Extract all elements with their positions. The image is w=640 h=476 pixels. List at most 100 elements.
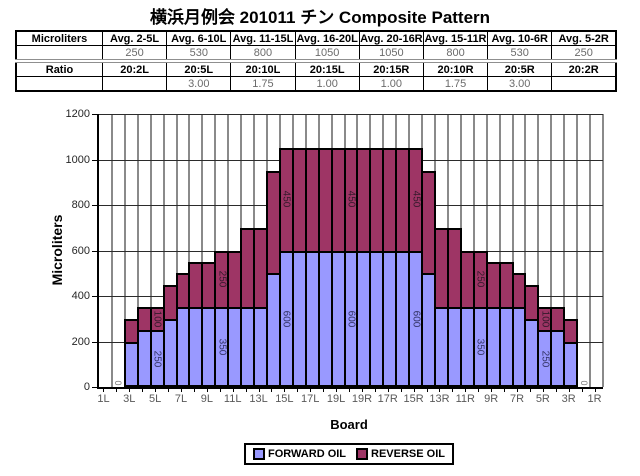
table-cell: 800 — [422, 45, 489, 63]
x-axis-tick — [581, 389, 583, 392]
x-axis-tick — [310, 389, 312, 392]
y-axis-tick — [92, 114, 97, 115]
table-row: 3.00 1.75 1.00 1.00 1.75 3.00 — [15, 76, 617, 92]
y-axis-tick — [92, 205, 97, 206]
table-row: 250 530 800 1050 1050 800 530 250 — [15, 45, 617, 63]
table-cell: Avg. 5-2R — [551, 30, 617, 46]
legend-item-reverse-oil: REVERSE OIL — [356, 448, 445, 460]
x-axis-tick-label: 13R — [429, 393, 450, 405]
table-cell: Avg. 15-11R — [422, 30, 489, 46]
table-cell: 20:10R — [422, 60, 489, 77]
x-axis-tick — [594, 389, 596, 392]
bar-value-label-zero: 0 — [578, 380, 589, 386]
x-axis-tick — [284, 389, 286, 392]
table-cell: Microliters — [15, 30, 103, 46]
x-axis-tick-label: 15L — [275, 393, 294, 405]
table-row: Ratio 20:2L 20:5L 20:10L 20:15L 20:15R 20:10R 2… — [15, 60, 617, 77]
table-cell: 1.00 — [294, 76, 360, 92]
table-cell: Avg. 6-10L — [166, 30, 232, 46]
x-axis-tick — [542, 389, 544, 392]
x-axis-tick — [568, 389, 570, 392]
table-cell: 3.00 — [166, 76, 232, 92]
x-axis-tick — [219, 389, 221, 392]
x-axis-tick — [155, 389, 157, 392]
bar-value-label-forward: 600 — [410, 310, 422, 328]
table-cell: 20:15L — [294, 60, 360, 77]
chart-legend: FORWARD OIL REVERSE OIL — [244, 443, 454, 465]
bar-value-label-reverse: 100 — [151, 310, 163, 328]
table-cell: 1.75 — [422, 76, 489, 92]
x-axis-tick-label: 13L — [249, 393, 268, 405]
table-cell: 20:5R — [487, 60, 553, 77]
x-axis-tick — [452, 389, 454, 392]
x-axis-tick — [258, 389, 260, 392]
legend-label-reverse-oil: REVERSE OIL — [371, 448, 445, 460]
x-axis-tick-label: 7L — [174, 393, 188, 405]
x-axis-tick-label: 3R — [561, 393, 576, 405]
x-axis-tick — [193, 389, 195, 392]
x-axis-tick — [103, 389, 105, 392]
y-axis-tick — [92, 159, 97, 161]
x-axis-tick-label: 19R — [351, 393, 373, 405]
page-title: 横浜月例会 201011 チン Composite Pattern — [149, 8, 491, 27]
x-axis-tick — [413, 389, 415, 392]
bar-segment-forward-oil — [563, 341, 579, 387]
x-axis-tick-label: 11L — [223, 393, 242, 405]
bar-value-label-reverse: 100 — [539, 310, 551, 328]
x-axis-tick — [271, 389, 273, 392]
bar-value-label-zero: 0 — [113, 380, 124, 386]
x-axis-tick-label: 11R — [455, 393, 475, 405]
y-axis-tick — [92, 387, 97, 388]
bar-value-label-forward: 600 — [345, 310, 357, 328]
vertical-gridline — [602, 114, 604, 387]
y-axis-tick-label: 800 — [71, 199, 90, 211]
y-axis-tick-label: 1200 — [65, 108, 90, 120]
x-axis-tick — [361, 389, 363, 392]
table-cell: 20:2R — [551, 60, 617, 77]
x-axis-tick-label: 9R — [484, 393, 499, 405]
x-axis-tick-label: 5L — [149, 393, 162, 405]
bar-value-label-forward: 250 — [539, 350, 551, 367]
table-cell: 3.00 — [487, 76, 553, 92]
x-axis-tick — [465, 389, 467, 392]
x-axis-tick-label: 1L — [97, 393, 110, 405]
legend-label-forward-oil: FORWARD OIL — [268, 448, 347, 460]
y-axis-tick — [92, 250, 97, 252]
x-axis-tick-label: 17R — [377, 393, 398, 405]
table-cell: 1050 — [294, 45, 360, 63]
x-axis-tick-label: 1R — [587, 393, 602, 405]
table-cell: Avg. 11-15L — [230, 30, 296, 46]
x-axis-tick-label: 15R — [403, 393, 424, 405]
table-cell: 1.75 — [230, 76, 296, 92]
y-axis-tick-label: 200 — [71, 335, 90, 348]
x-axis-tick — [336, 389, 338, 392]
bar-segment-reverse-oil — [563, 318, 579, 344]
table-cell: Avg. 10-6R — [487, 30, 553, 46]
table-cell: 800 — [230, 45, 296, 63]
bar-value-label-forward: 600 — [280, 310, 292, 328]
x-axis-tick-label: 19L — [326, 393, 346, 405]
x-axis-tick — [116, 389, 118, 392]
legend-item-forward-oil: FORWARD OIL — [253, 448, 346, 460]
y-axis-tick-label: 1000 — [65, 153, 90, 166]
x-axis-tick — [206, 389, 208, 392]
table-cell: 1.00 — [358, 76, 424, 92]
x-axis-tick — [374, 389, 376, 392]
table-cell: Ratio — [15, 60, 103, 77]
table-cell: 20:5L — [166, 60, 232, 77]
table-cell — [15, 45, 103, 63]
pattern-summary-table: Microliters Avg. 2-5L Avg. 6-10L Avg. 11-15… — [15, 30, 617, 92]
bar-value-label-reverse: 450 — [410, 190, 422, 208]
x-axis-tick-label: 17L — [301, 393, 320, 405]
x-axis-tick — [504, 389, 506, 392]
table-cell: 530 — [487, 45, 553, 63]
x-axis-tick-label: 5R — [535, 393, 550, 405]
bar-value-label-forward: 350 — [474, 338, 486, 356]
table-row: Microliters Avg. 2-5L Avg. 6-10L Avg. 11-15… — [15, 30, 617, 46]
x-axis-title: Board — [330, 417, 368, 432]
x-axis-tick — [517, 389, 518, 392]
x-axis-tick — [142, 389, 144, 392]
x-axis-tick — [245, 389, 247, 392]
x-axis-tick — [232, 389, 234, 392]
y-axis-tick-label: 400 — [71, 290, 90, 302]
